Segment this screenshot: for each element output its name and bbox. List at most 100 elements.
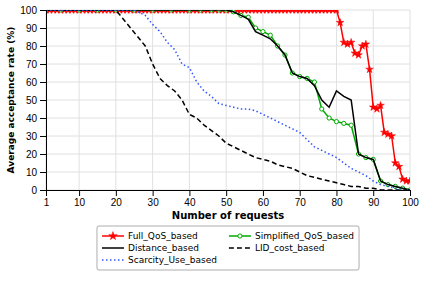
tick-label: 70 <box>26 59 38 70</box>
marker <box>334 119 338 123</box>
tick-label: 90 <box>368 197 380 208</box>
tick-mark <box>40 172 46 173</box>
tick-mark <box>336 190 337 196</box>
tick-mark <box>226 190 227 196</box>
tick-mark <box>40 10 46 11</box>
series-markers <box>46 10 410 190</box>
y-axis: 0 10 20 30 40 50 60 70 80 90 100 <box>20 5 46 196</box>
marker <box>347 38 355 45</box>
legend-item: Full_QoS_based <box>102 231 198 241</box>
grid <box>46 10 410 190</box>
tick-mark <box>189 190 190 196</box>
y-tick: 80 <box>26 41 46 52</box>
tick-label: 50 <box>26 95 38 106</box>
tick-mark <box>40 118 46 119</box>
series-markers <box>46 10 410 184</box>
tick-label: 60 <box>258 197 270 208</box>
legend-swatch <box>102 259 124 261</box>
tick-mark <box>373 190 374 196</box>
series-line <box>46 10 410 190</box>
series-line <box>46 10 410 190</box>
tick-label: 1 <box>44 197 50 208</box>
tick-label: 70 <box>295 197 307 208</box>
tick-label: 100 <box>402 197 419 208</box>
chart: 1 10 20 30 40 50 60 70 80 90 100 0 10 20 30 40 50 60 70 80 9… <box>0 0 424 282</box>
tick-mark <box>116 190 117 196</box>
marker <box>366 65 374 72</box>
y-tick: 90 <box>26 23 46 34</box>
legend-marker <box>109 232 117 240</box>
marker <box>388 132 396 139</box>
series-line <box>46 10 410 190</box>
tick-label: 10 <box>26 167 38 178</box>
grid-line <box>46 172 410 173</box>
legend-label: Distance_based <box>128 243 199 253</box>
grid-line <box>46 118 410 119</box>
legend-label: Simplified_QoS_based <box>255 231 354 241</box>
legend-swatch <box>102 247 124 249</box>
x-tick: 40 <box>184 190 196 208</box>
marks <box>46 10 410 190</box>
tick-label: 50 <box>221 197 233 208</box>
tick-label: 20 <box>26 149 38 160</box>
tick-label: 40 <box>184 197 196 208</box>
tick-mark <box>40 190 46 191</box>
tick-mark <box>40 136 46 137</box>
grid-line <box>46 100 410 101</box>
x-tick: 100 <box>402 190 419 208</box>
grid-line <box>46 28 410 29</box>
tick-mark <box>79 190 80 196</box>
x-tick: 80 <box>331 190 343 208</box>
tick-mark <box>40 100 46 101</box>
tick-label: 80 <box>26 41 38 52</box>
x-axis-title: Number of requests <box>172 210 284 221</box>
tick-label: 10 <box>74 197 86 208</box>
legend-label: Scarcity_Use_based <box>128 255 217 265</box>
tick-mark <box>40 46 46 47</box>
legend-swatch <box>229 247 251 249</box>
y-tick: 50 <box>26 95 46 106</box>
legend-label: Full_QoS_based <box>128 231 198 241</box>
y-tick: 0 <box>31 185 46 196</box>
y-tick: 60 <box>26 77 46 88</box>
marker <box>333 10 341 13</box>
axis-line <box>40 11 47 191</box>
tick-mark <box>40 154 46 155</box>
marker <box>377 101 385 108</box>
tick-label: 30 <box>148 197 160 208</box>
axis-line <box>47 191 411 197</box>
marker <box>349 123 353 127</box>
grid-line <box>46 64 410 65</box>
tick-label: 0 <box>31 185 37 196</box>
grid-line <box>46 82 410 83</box>
marker <box>362 40 370 47</box>
y-tick: 70 <box>26 59 46 70</box>
legend-frame <box>97 226 359 270</box>
grid-line <box>46 154 410 155</box>
x-tick: 70 <box>295 190 307 208</box>
y-tick: 20 <box>26 149 46 160</box>
y-tick: 10 <box>26 167 46 178</box>
tick-mark <box>40 82 46 83</box>
series-line <box>46 10 410 181</box>
tick-label: 40 <box>26 113 38 124</box>
y-tick: 40 <box>26 113 46 124</box>
legend-item: Distance_based <box>102 243 199 253</box>
tick-mark <box>300 190 301 196</box>
y-axis-title: Average acceptance rate (%) <box>6 27 16 174</box>
x-tick: 10 <box>74 190 86 208</box>
legend-marker <box>238 234 242 238</box>
x-tick: 20 <box>111 190 123 208</box>
tick-mark <box>40 28 46 29</box>
tick-label: 60 <box>26 77 38 88</box>
legend-item: Simplified_QoS_based <box>229 231 354 241</box>
legend-label: LID_cost_based <box>255 243 324 253</box>
legend-item: Scarcity_Use_based <box>102 255 217 265</box>
marker <box>395 163 403 170</box>
marker <box>336 19 344 26</box>
marker <box>342 121 346 125</box>
y-tick: 100 <box>20 5 46 16</box>
y-tick: 30 <box>26 131 46 142</box>
marker <box>355 51 363 58</box>
x-tick: 1 <box>44 190 50 208</box>
